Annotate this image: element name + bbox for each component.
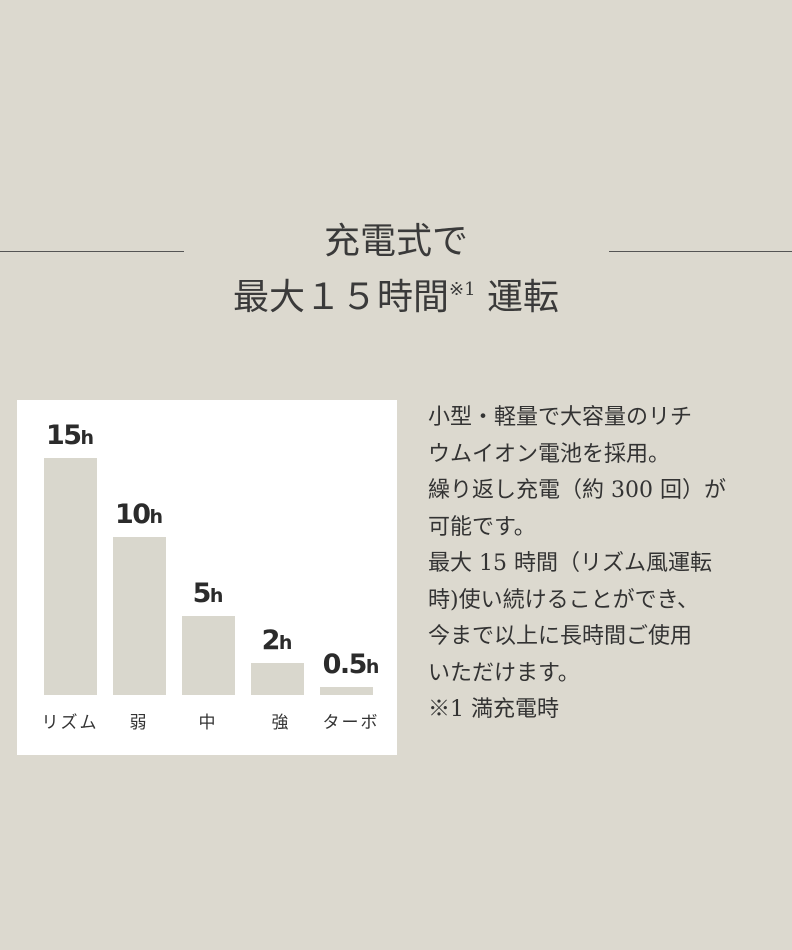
- bar-0: [44, 458, 97, 695]
- category-label: 強: [271, 713, 291, 733]
- data-label-unit: h: [80, 427, 95, 449]
- category-label: 弱: [129, 713, 149, 733]
- category-label: 中: [198, 713, 218, 733]
- title-line-2: 最大１５時間※1 運転: [180, 266, 612, 322]
- description: 小型・軽量で大容量のリチ ウムイオン電池を採用。繰り返し充電（約 300 回）が可…: [428, 400, 778, 729]
- data-label-value: 0.5: [322, 649, 368, 681]
- bar-4: [320, 687, 373, 695]
- description-line: 小型・軽量で大容量のリチ: [428, 405, 693, 430]
- data-label-unit: h: [209, 585, 224, 607]
- bar-3: [251, 663, 304, 695]
- heading-rule-left: [0, 251, 184, 252]
- data-label-value: 10: [114, 499, 151, 530]
- description-line: 最大 15 時間（リズム風運転: [428, 551, 712, 576]
- category-label: リズム: [41, 713, 99, 733]
- heading-rule-right: [609, 251, 792, 252]
- data-label: 0.5h: [306, 649, 396, 680]
- description-line: ウムイオン電池を採用。: [428, 441, 671, 467]
- data-label-unit: h: [278, 632, 293, 655]
- description-line: 時)使い続けることができ、: [428, 587, 700, 613]
- data-label: 10h: [94, 499, 184, 530]
- data-label-value: 15: [45, 420, 82, 451]
- category-label: ターボ: [322, 713, 380, 733]
- data-label: 5h: [163, 578, 253, 609]
- data-label: 15h: [25, 420, 115, 451]
- description-line: 繰り返し充電（約 300 回）が: [428, 478, 726, 503]
- title-line-1: 充電式で: [323, 221, 468, 262]
- description-line: いただけます。: [428, 660, 580, 686]
- data-label-value: 5: [192, 578, 212, 609]
- description-line: 可能です。: [428, 514, 536, 540]
- data-label: 2h: [232, 625, 322, 656]
- bar-2: [182, 616, 235, 695]
- page-title: 充電式で 最大１５時間※1 運転: [180, 218, 612, 322]
- title-tail: 運転: [475, 277, 559, 318]
- title-main: 最大１５時間: [232, 277, 449, 318]
- description-line: ※1 満充電時: [428, 697, 559, 722]
- data-label-value: 2: [261, 625, 281, 657]
- description-line: 今まで以上に長時間ご使用: [428, 624, 693, 649]
- footnote-mark: ※1: [449, 279, 476, 300]
- data-label-unit: h: [365, 656, 380, 679]
- bar-1: [113, 537, 166, 695]
- data-label-unit: h: [149, 506, 164, 528]
